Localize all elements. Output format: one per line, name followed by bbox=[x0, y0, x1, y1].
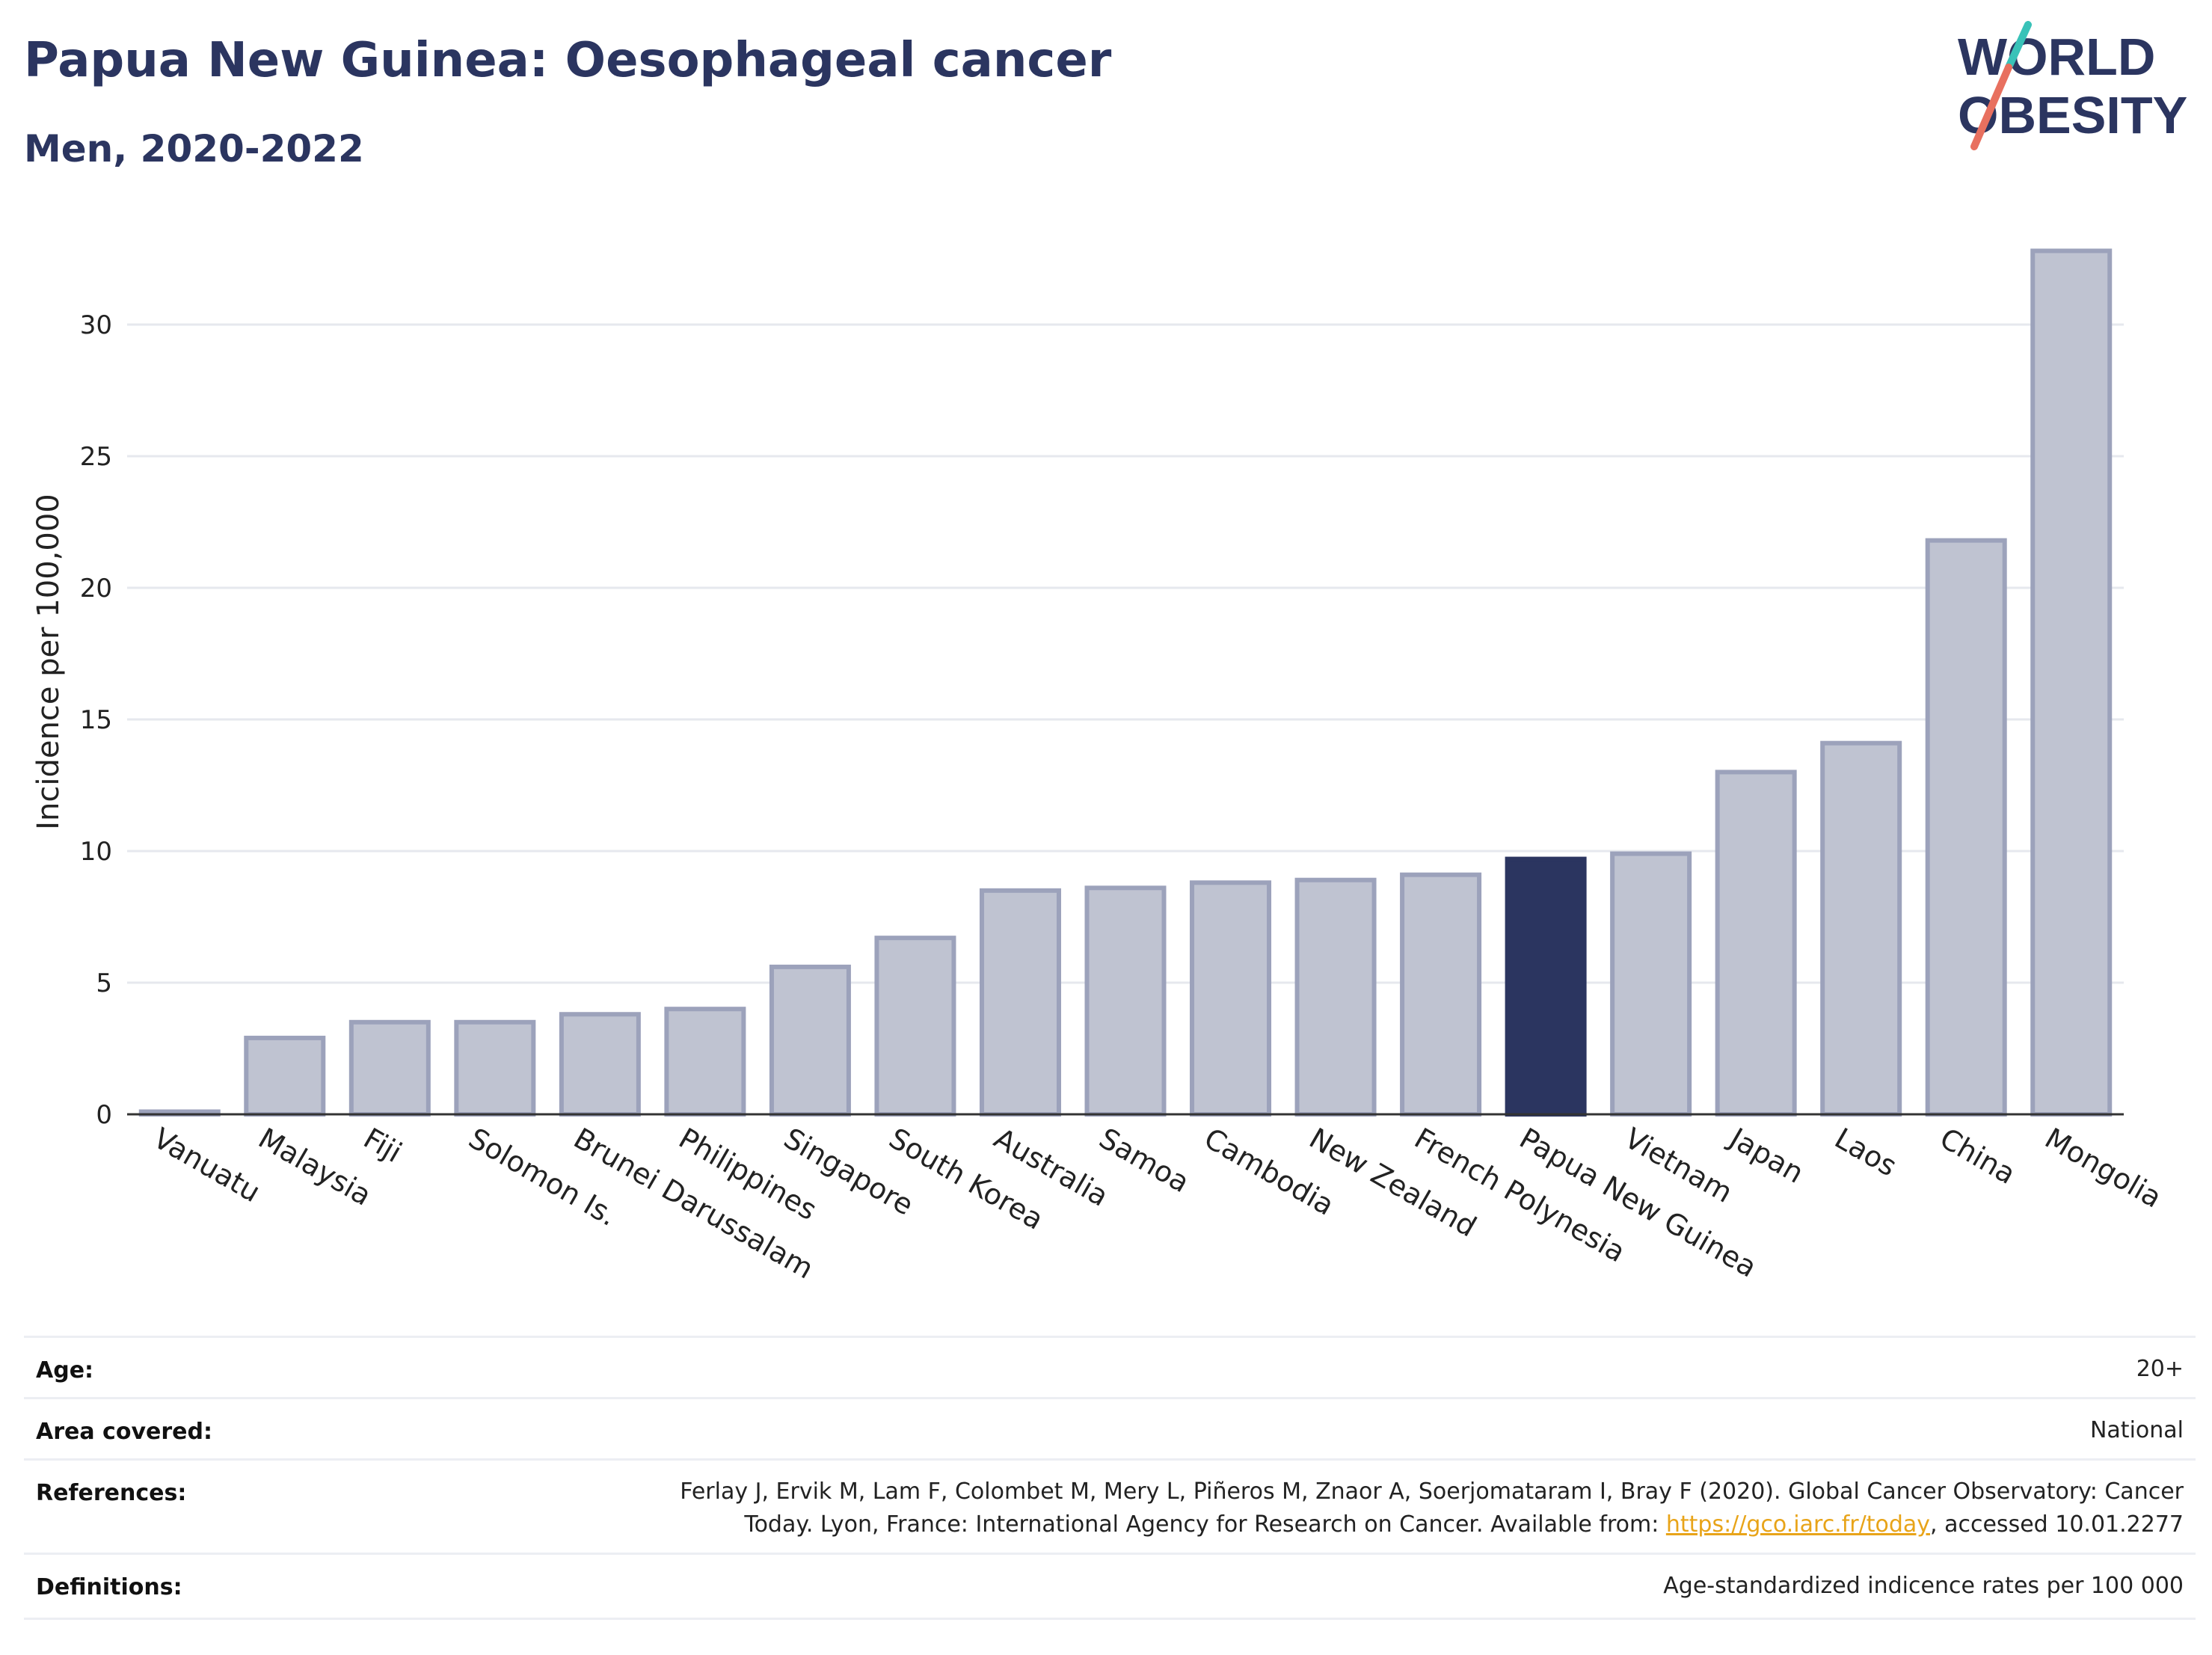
logo-slash-coral bbox=[1970, 64, 2012, 150]
references-line-1: Ferlay J, Ervik M, Lam F, Colombet M, Me… bbox=[680, 1479, 2184, 1505]
chart-title: Papua New Guinea: Oesophageal cancer bbox=[24, 33, 1112, 88]
x-tick-label: Mongolia bbox=[2039, 1122, 2167, 1215]
y-tick-label: 15 bbox=[80, 705, 112, 735]
references-line-2-text: Today. Lyon, France: International Agenc… bbox=[744, 1511, 1666, 1538]
y-axis-label: Incidence per 100,000 bbox=[31, 494, 66, 830]
bar bbox=[1190, 880, 1272, 1117]
age-label: Age: bbox=[36, 1357, 94, 1384]
bar bbox=[664, 1007, 746, 1117]
bar bbox=[979, 888, 1061, 1117]
world-obesity-logo: WORLD OBESITY bbox=[1958, 21, 2187, 150]
chart-subtitle: Men, 2020-2022 bbox=[24, 127, 364, 171]
bar bbox=[1925, 538, 2007, 1117]
info-row-age: Age: 20+ bbox=[24, 1336, 2196, 1398]
bar bbox=[1610, 851, 1692, 1117]
info-row-area: Area covered: National bbox=[24, 1397, 2196, 1459]
x-tick-label: Vanuatu bbox=[148, 1122, 266, 1209]
bar bbox=[1820, 740, 1902, 1117]
bar bbox=[1400, 872, 1482, 1117]
bar bbox=[769, 964, 851, 1117]
info-row-references: References: Ferlay J, Ervik M, Lam F, Co… bbox=[24, 1458, 2196, 1555]
bar bbox=[454, 1019, 536, 1117]
references-line-2: Today. Lyon, France: International Agenc… bbox=[680, 1508, 2184, 1541]
y-tick-labels: 0 5 10 15 20 25 30 bbox=[80, 310, 112, 1130]
references-value: Ferlay J, Ervik M, Lam F, Colombet M, Me… bbox=[680, 1476, 2184, 1541]
area-label: Area covered: bbox=[36, 1419, 212, 1445]
y-tick-label: 10 bbox=[80, 837, 112, 867]
logo-slash-teal bbox=[2005, 21, 2032, 71]
definitions-label: Definitions: bbox=[36, 1574, 182, 1600]
y-tick-label: 25 bbox=[80, 442, 112, 472]
bar bbox=[348, 1019, 431, 1117]
x-tick-label: Laos bbox=[1829, 1122, 1902, 1183]
y-tick-label: 5 bbox=[96, 968, 112, 998]
area-value: National bbox=[2089, 1417, 2184, 1443]
bar-highlight bbox=[1505, 856, 1587, 1117]
references-link[interactable]: https://gco.iarc.fr/today bbox=[1665, 1511, 1931, 1538]
info-row-definitions: Definitions: Age-standardized indicence … bbox=[24, 1553, 2196, 1620]
bar bbox=[1715, 770, 1797, 1117]
bars bbox=[138, 248, 2113, 1117]
y-tick-label: 20 bbox=[80, 574, 112, 604]
bar bbox=[2030, 248, 2113, 1117]
y-tick-label: 0 bbox=[96, 1100, 112, 1130]
x-tick-label: Fiji bbox=[358, 1122, 408, 1169]
bar bbox=[1084, 885, 1167, 1117]
logo-word-world: WORLD bbox=[1958, 28, 2155, 86]
bar bbox=[244, 1035, 326, 1117]
x-tick-label: China bbox=[1935, 1122, 2021, 1191]
definitions-value: Age-standardized indicence rates per 100… bbox=[1663, 1573, 2184, 1599]
y-tick-label: 30 bbox=[80, 310, 112, 340]
references-label: References: bbox=[36, 1480, 187, 1506]
x-tick-label: Malaysia bbox=[253, 1122, 377, 1212]
bar bbox=[559, 1012, 641, 1117]
age-value: 20+ bbox=[2136, 1356, 2184, 1382]
references-accessed: , accessed 10.01.2277 bbox=[1930, 1511, 2184, 1538]
bar bbox=[874, 936, 956, 1117]
bar bbox=[1294, 877, 1377, 1117]
